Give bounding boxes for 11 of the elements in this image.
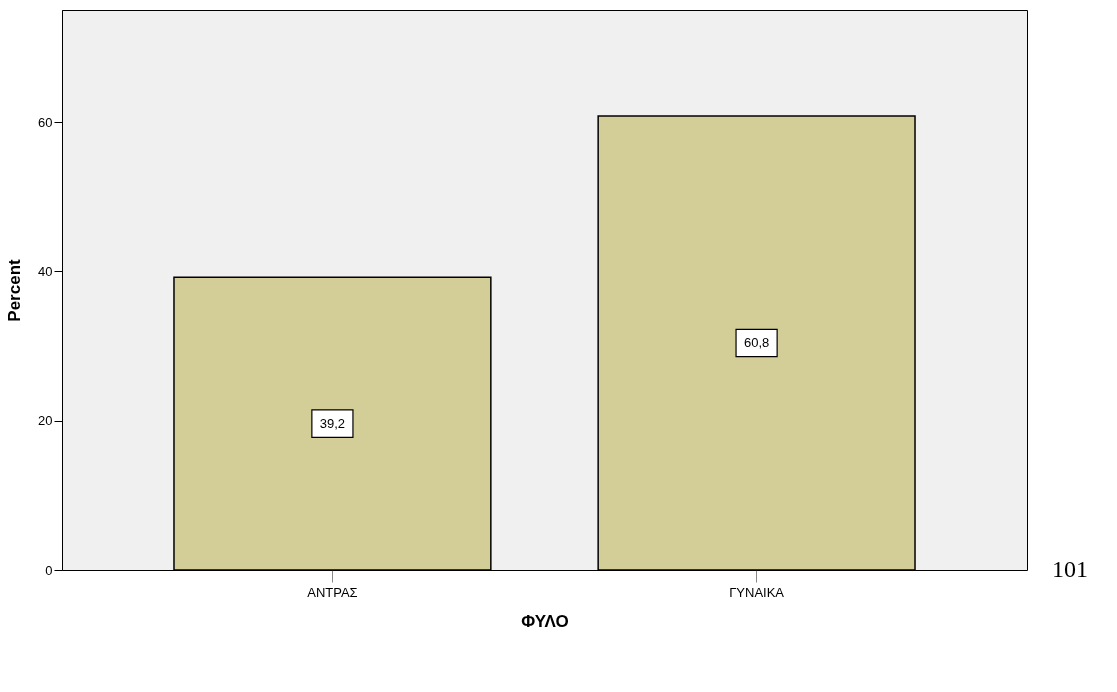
y-axis-title: Percent bbox=[5, 258, 25, 322]
y-tick-label: 60 bbox=[38, 114, 53, 130]
y-tick-label: 40 bbox=[38, 263, 53, 279]
text: 101 bbox=[1052, 556, 1088, 582]
x-tick-label: ΑΝΤΡΑΣ bbox=[307, 584, 358, 600]
y-tick-label: 20 bbox=[38, 413, 53, 429]
data-label: 39,2 bbox=[319, 415, 346, 431]
x-tick-label: ΓΥΝΑΙΚΑ bbox=[729, 584, 785, 600]
y-tick-label: 0 bbox=[45, 562, 53, 578]
data-label: 60,8 bbox=[743, 335, 770, 351]
x-axis-title: ΦΥΛΟ bbox=[521, 611, 569, 631]
